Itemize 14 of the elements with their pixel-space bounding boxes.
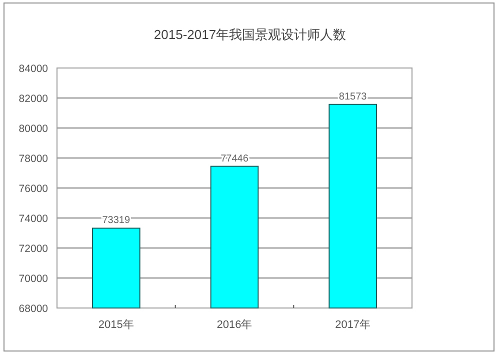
- x-tick-label: 2017年: [335, 319, 371, 331]
- y-tick-label: 68000: [18, 303, 48, 315]
- y-tick-label: 72000: [18, 243, 48, 255]
- chart-title: 2015-2017年我国景观设计师人数: [154, 27, 346, 42]
- x-tick-label: 2016年: [216, 319, 252, 331]
- y-tick-label: 80000: [18, 123, 48, 135]
- y-tick-label: 70000: [18, 273, 48, 285]
- data-label: 73319: [102, 215, 131, 226]
- y-tick-label: 76000: [18, 183, 48, 195]
- x-tick-label: 2015年: [98, 319, 134, 331]
- y-tick-label: 84000: [18, 63, 48, 75]
- y-tick-label: 74000: [18, 213, 48, 225]
- y-tick-label: 82000: [18, 93, 48, 105]
- y-tick-label: 78000: [18, 153, 48, 165]
